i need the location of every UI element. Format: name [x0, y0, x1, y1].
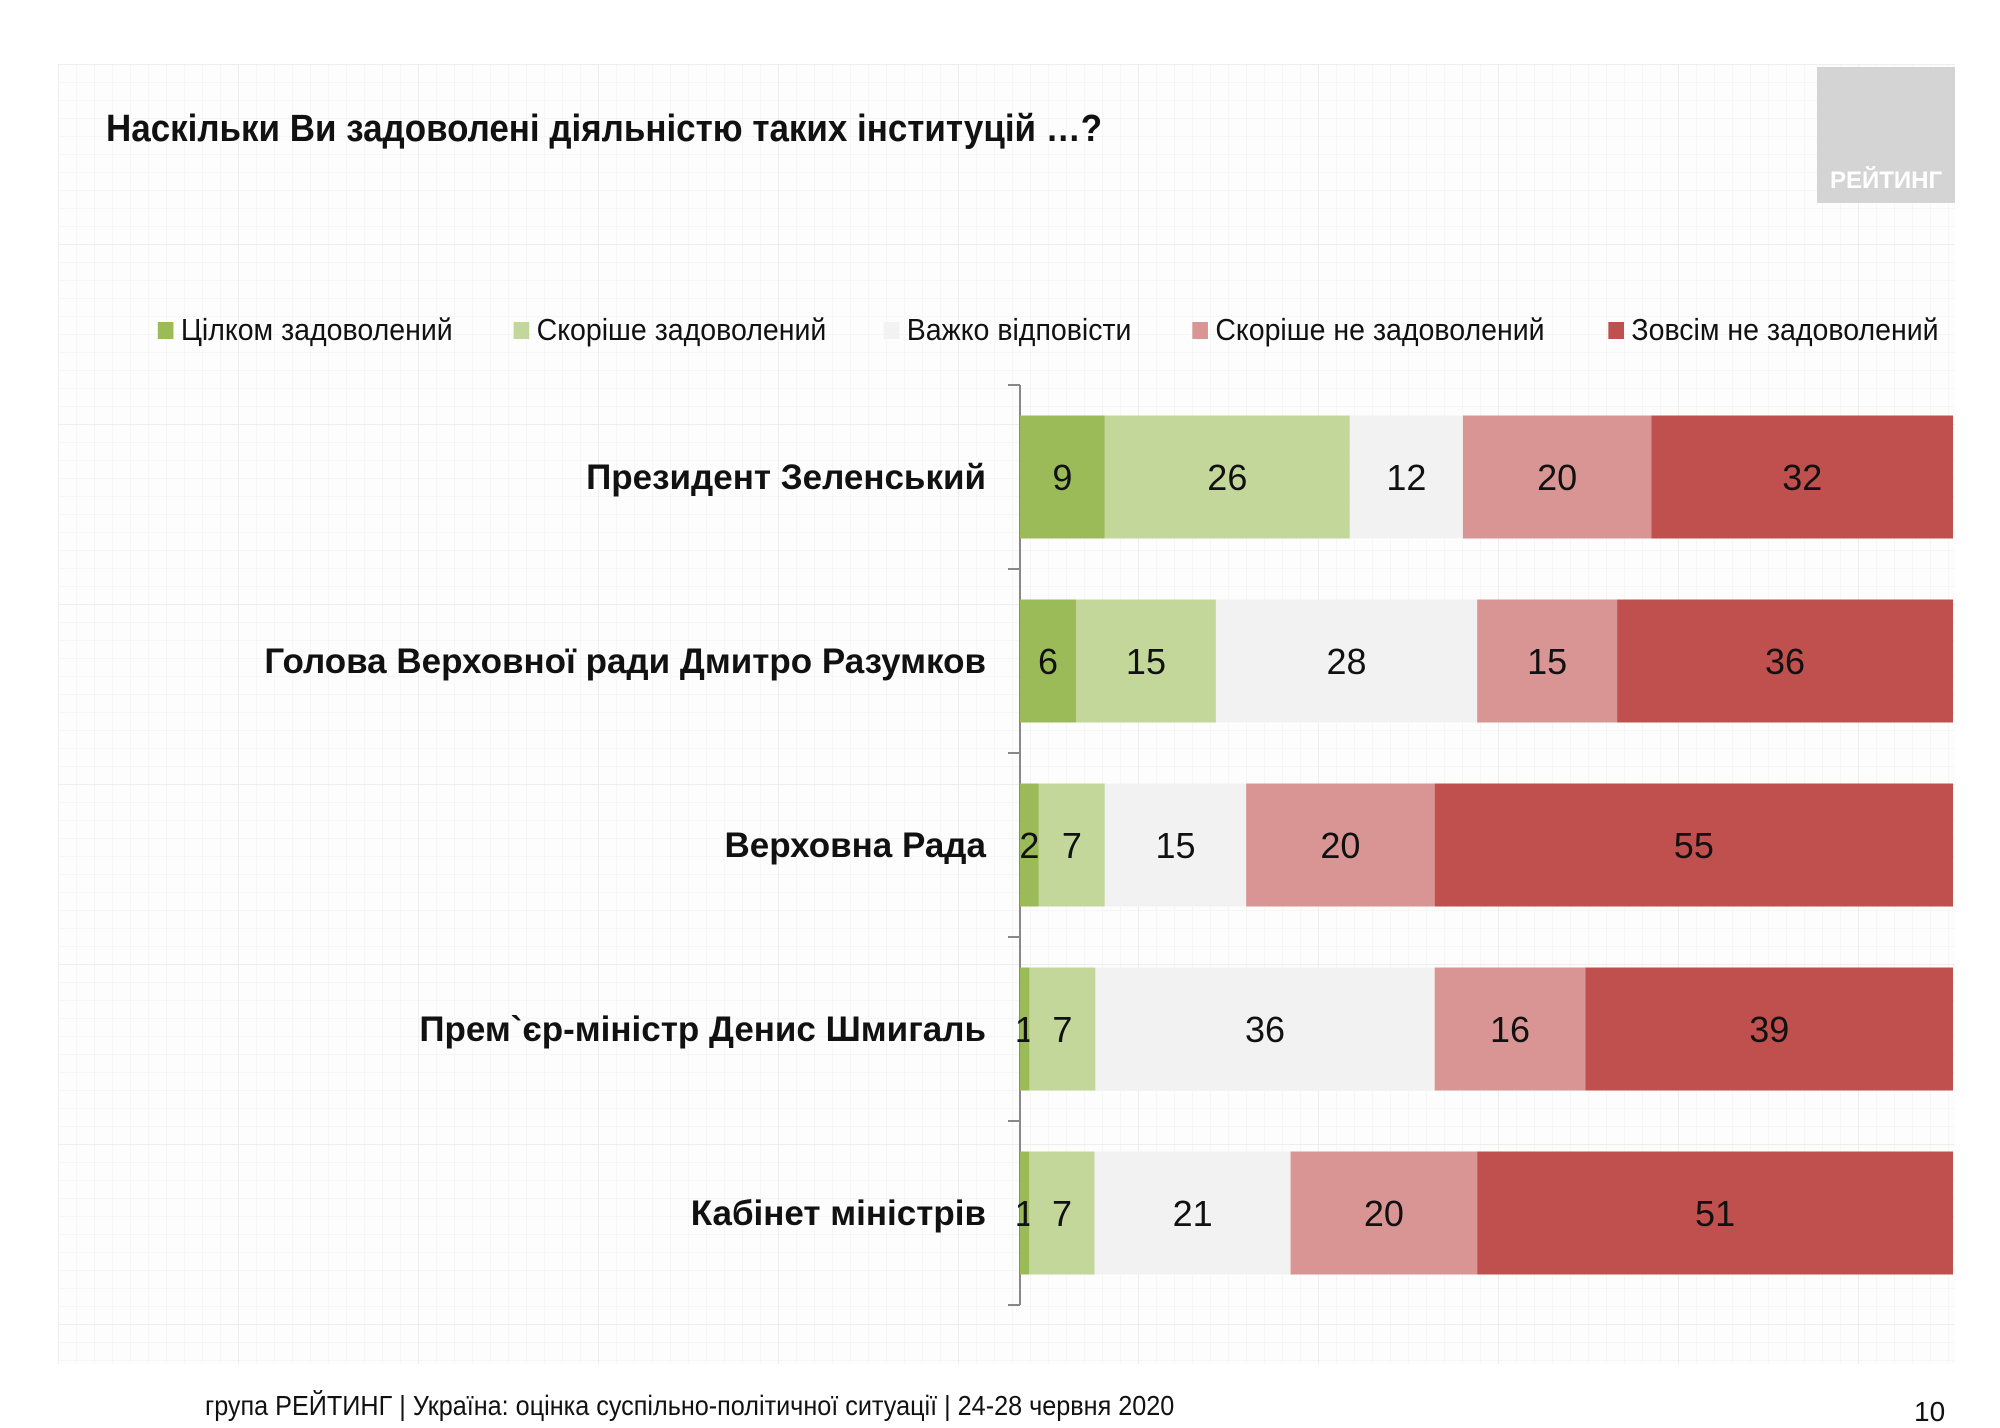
legend-swatch: [157, 321, 174, 339]
data-label: 51: [1695, 1193, 1735, 1234]
bar-segment: [1215, 599, 1478, 723]
data-label: 15: [1126, 641, 1166, 682]
bar-segment: [1020, 783, 1039, 907]
legend-label: Зовсім не задоволений: [1631, 312, 1939, 347]
legend-item: Скоріше не задоволений: [1192, 312, 1544, 348]
bar-segment: [1617, 599, 1953, 723]
legend-label: Скоріше задоволений: [536, 312, 826, 347]
legend-item: Зовсім не задоволений: [1608, 312, 1938, 348]
data-label: 36: [1765, 641, 1805, 682]
data-label: 15: [1155, 825, 1195, 866]
category-label: Кабінет міністрів: [691, 1194, 986, 1233]
bar-segment: [1585, 967, 1953, 1091]
bar-segment: [1434, 783, 1953, 907]
data-label: 12: [1386, 457, 1426, 498]
data-label: 36: [1245, 1009, 1285, 1050]
legend-swatch: [1608, 321, 1624, 339]
data-label: 32: [1782, 457, 1822, 498]
legend-swatch: [513, 321, 529, 339]
data-label: 6: [1038, 641, 1058, 682]
bar-segment: [1020, 599, 1076, 723]
data-label: 7: [1062, 825, 1082, 866]
legend: Цілком задоволений Скоріше задоволений Важ…: [145, 312, 1953, 348]
bar-segment: [1651, 415, 1953, 539]
data-label: 20: [1537, 457, 1577, 498]
bar-segment: [1038, 783, 1105, 907]
data-label: 9: [1052, 457, 1072, 498]
legend-item: Цілком задоволений: [157, 312, 453, 348]
data-label: 26: [1207, 457, 1247, 498]
chart-title: Наскільки Ви задоволені діяльністю таких…: [106, 108, 1103, 150]
bar-segment: [1020, 967, 1030, 1091]
footer-text: група РЕЙТИНГ | Україна: оцінка суспільн…: [205, 1390, 1175, 1421]
bar-segment: [1246, 783, 1435, 907]
legend-swatch: [884, 321, 900, 339]
data-label: 39: [1749, 1009, 1789, 1050]
rating-logo: РЕЙТИНГ: [1817, 67, 1955, 203]
bar-segment: [1029, 967, 1096, 1091]
bar-segment: [1349, 415, 1463, 539]
bar-segment: [1104, 415, 1350, 539]
category-label: Голова Верховної ради Дмитро Разумков: [264, 642, 986, 681]
logo-text: РЕЙТИНГ: [1829, 167, 1943, 194]
data-label: 28: [1327, 641, 1367, 682]
bar-segment: [1104, 783, 1247, 907]
bar-segment: [1477, 1151, 1953, 1275]
bar-segment: [1094, 1151, 1291, 1275]
data-label: 20: [1320, 825, 1360, 866]
legend-label: Скоріше не задоволений: [1215, 312, 1545, 347]
legend-label: Важко відповісти: [907, 312, 1132, 347]
legend-item: Скоріше задоволений: [513, 312, 826, 348]
bar-segment: [1020, 1151, 1030, 1275]
data-label: 20: [1364, 1193, 1404, 1234]
page-number: 10: [1914, 1396, 1946, 1427]
bar-segment: [1075, 599, 1216, 723]
bar-segment: [1477, 599, 1618, 723]
data-label: 7: [1052, 1009, 1072, 1050]
bar-segment: [1029, 1151, 1095, 1275]
bar-segment: [1020, 415, 1105, 539]
category-label: Президент Зеленський: [586, 458, 986, 497]
bar-segment: [1290, 1151, 1478, 1275]
data-label: 2: [1019, 825, 1039, 866]
legend-swatch: [1192, 321, 1208, 339]
category-label: Верховна Рада: [724, 826, 986, 865]
category-label: Прем`єр-міністр Денис Шмигаль: [419, 1010, 986, 1049]
bar-segment: [1434, 967, 1586, 1091]
data-label: 21: [1173, 1193, 1213, 1234]
legend-item: Важко відповісти: [884, 312, 1132, 348]
legend-label: Цілком задоволений: [180, 312, 453, 347]
data-label: 15: [1527, 641, 1567, 682]
bar-segment: [1462, 415, 1652, 539]
data-label: 7: [1052, 1193, 1072, 1234]
bar-segment: [1095, 967, 1435, 1091]
data-label: 55: [1674, 825, 1714, 866]
data-label: 16: [1490, 1009, 1530, 1050]
